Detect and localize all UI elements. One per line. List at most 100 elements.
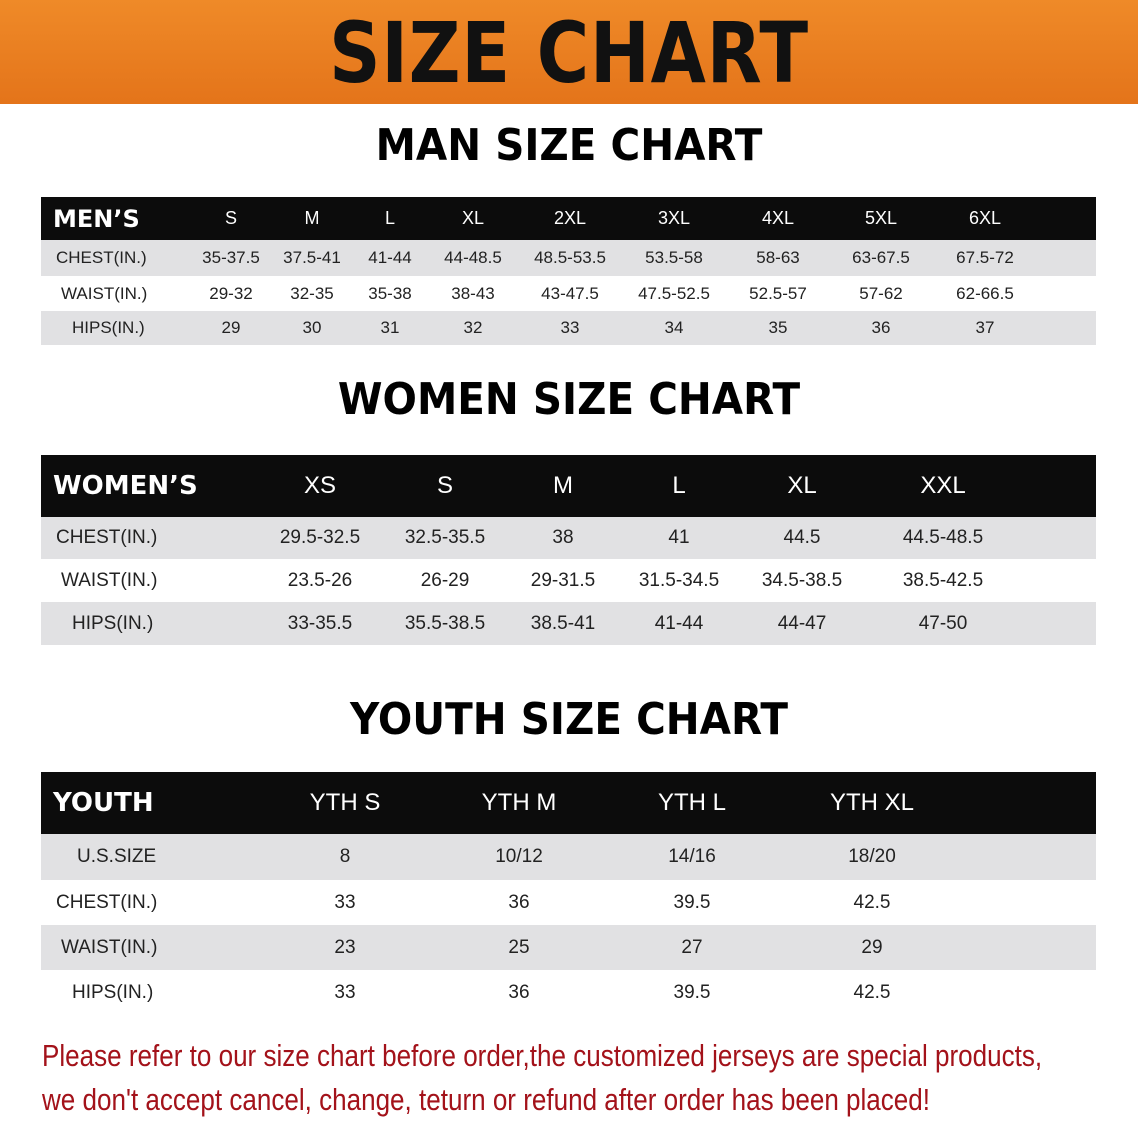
- size-header: 6XL: [968, 208, 1002, 228]
- size-header: M: [304, 208, 320, 228]
- measurement-cell: 36: [871, 318, 891, 337]
- measurement-cell: 31: [380, 318, 400, 337]
- row-label: HIPS(IN.): [72, 981, 154, 1003]
- measurement-cell: 42.5: [853, 891, 891, 913]
- measurement-cell: 35-37.5: [202, 248, 260, 267]
- measurement-cell: 42.5: [853, 981, 891, 1003]
- measurement-cell: 29.5-32.5: [279, 527, 361, 548]
- table-row: CHEST(IN.) 29.5-32.5 32.5-35.5 38 41 44.5 44.5…: [41, 517, 1096, 559]
- size-header: S: [224, 208, 237, 228]
- measurement-cell: 36: [508, 891, 530, 913]
- measurement-cell: 67.5-72: [956, 248, 1014, 267]
- measurement-cell: 41: [668, 527, 690, 548]
- youth-section-title: YOUTH SIZE CHART: [350, 694, 788, 745]
- measurement-cell: 33: [560, 318, 580, 337]
- measurement-cell: 38-43: [451, 283, 495, 303]
- size-header: XXL: [920, 472, 966, 499]
- row-label: WAIST(IN.): [61, 936, 158, 958]
- row-label: WAIST(IN.): [61, 283, 148, 303]
- size-header: S: [436, 472, 453, 499]
- measurement-cell: 48.5-53.5: [534, 248, 606, 267]
- measurement-cell: 39.5: [673, 981, 711, 1003]
- measurement-cell: 23: [334, 936, 356, 958]
- table-row: CHEST(IN.) 33 36 39.5 42.5: [41, 880, 1096, 925]
- measurement-cell: 8: [339, 846, 351, 867]
- size-header: 5XL: [864, 208, 898, 228]
- measurement-cell: 35-38: [368, 283, 412, 303]
- row-label: CHEST(IN.): [56, 248, 147, 267]
- measurement-cell: 41-44: [368, 248, 412, 267]
- row-label: WAIST(IN.): [61, 569, 158, 591]
- measurement-cell: 18/20: [848, 846, 896, 867]
- measurement-cell: 63-67.5: [852, 248, 910, 267]
- table-row: CHEST(IN.) 35-37.5 37.5-41 41-44 44-48.5 48.5…: [41, 240, 1096, 276]
- measurement-cell: 29: [221, 318, 241, 337]
- measurement-cell: 36: [508, 981, 530, 1003]
- measurement-cell: 44.5-48.5: [902, 527, 984, 548]
- table-row: WAIST(IN.) 23 25 27 29: [41, 925, 1096, 970]
- measurement-cell: 33: [334, 891, 356, 913]
- measurement-cell: 58-63: [756, 248, 800, 267]
- measurement-cell: 47.5-52.5: [638, 283, 710, 303]
- size-header: L: [384, 208, 395, 228]
- banner-title: SIZE CHART: [329, 4, 809, 102]
- size-header: YTH XL: [829, 789, 915, 816]
- measurement-cell: 33: [334, 981, 356, 1003]
- row-label: HIPS(IN.): [72, 612, 154, 634]
- header-row: WOMEN’S XS S M L XL XXL: [41, 455, 1096, 517]
- table-row: WAIST(IN.) 29-32 32-35 35-38 38-43 43-47.5 47.…: [41, 276, 1096, 311]
- women-section-title: WOMEN SIZE CHART: [337, 374, 801, 425]
- measurement-cell: 47-50: [918, 612, 968, 634]
- measurement-cell: 34: [664, 318, 684, 337]
- measurement-cell: 32.5-35.5: [404, 527, 486, 548]
- measurement-cell: 52.5-57: [749, 283, 807, 303]
- notice-line-2: we don't accept cancel, change, teturn o…: [42, 1082, 931, 1117]
- measurement-cell: 29-32: [209, 283, 253, 303]
- size-header: 2XL: [553, 208, 587, 228]
- measurement-cell: 29-31.5: [530, 569, 596, 591]
- measurement-cell: 25: [508, 936, 530, 958]
- size-header: M: [553, 472, 573, 499]
- table-heading: YOUTH: [53, 788, 154, 818]
- measurement-cell: 57-62: [859, 283, 903, 303]
- measurement-cell: 44-47: [777, 612, 827, 634]
- row-label: U.S.SIZE: [77, 846, 157, 867]
- row-label: CHEST(IN.): [56, 527, 158, 548]
- measurement-cell: 44-48.5: [444, 248, 502, 267]
- size-header: XL: [461, 208, 485, 228]
- measurement-cell: 38.5-42.5: [902, 569, 984, 591]
- size-header: XL: [787, 472, 817, 499]
- table-row: HIPS(IN.) 33 36 39.5 42.5: [41, 970, 1096, 1015]
- measurement-cell: 31.5-34.5: [638, 569, 720, 591]
- banner: SIZE CHART: [0, 0, 1138, 104]
- table-heading: MEN’S: [53, 204, 140, 233]
- measurement-cell: 35.5-38.5: [404, 612, 486, 634]
- table-row: U.S.SIZE 8 10/12 14/16 18/20: [41, 834, 1096, 880]
- header-row: YOUTH YTH S YTH M YTH L YTH XL: [41, 772, 1096, 834]
- size-header: 4XL: [761, 208, 795, 228]
- measurement-cell: 37: [975, 318, 995, 337]
- measurement-cell: 35: [768, 318, 788, 337]
- measurement-cell: 41-44: [654, 612, 704, 634]
- measurement-cell: 23.5-26: [287, 569, 353, 591]
- men-section-title: MAN SIZE CHART: [375, 120, 763, 171]
- notice-line-1: Please refer to our size chart before or…: [42, 1038, 1043, 1073]
- measurement-cell: 53.5-58: [645, 248, 703, 267]
- size-header: YTH S: [309, 789, 381, 816]
- table-heading: WOMEN’S: [53, 471, 198, 501]
- measurement-cell: 29: [861, 936, 883, 958]
- measurement-cell: 26-29: [420, 569, 470, 591]
- size-header: L: [672, 472, 686, 499]
- measurement-cell: 30: [302, 318, 322, 337]
- measurement-cell: 33-35.5: [287, 612, 353, 634]
- size-header: 3XL: [657, 208, 691, 228]
- size-header: YTH L: [657, 789, 726, 816]
- measurement-cell: 39.5: [673, 891, 711, 913]
- row-label: CHEST(IN.): [56, 891, 158, 913]
- measurement-cell: 10/12: [495, 846, 543, 867]
- measurement-cell: 37.5-41: [283, 248, 341, 267]
- measurement-cell: 62-66.5: [956, 283, 1014, 303]
- size-header: YTH M: [481, 789, 557, 816]
- table-row: HIPS(IN.) 33-35.5 35.5-38.5 38.5-41 41-44 44-…: [41, 602, 1096, 645]
- row-label: HIPS(IN.): [72, 318, 145, 337]
